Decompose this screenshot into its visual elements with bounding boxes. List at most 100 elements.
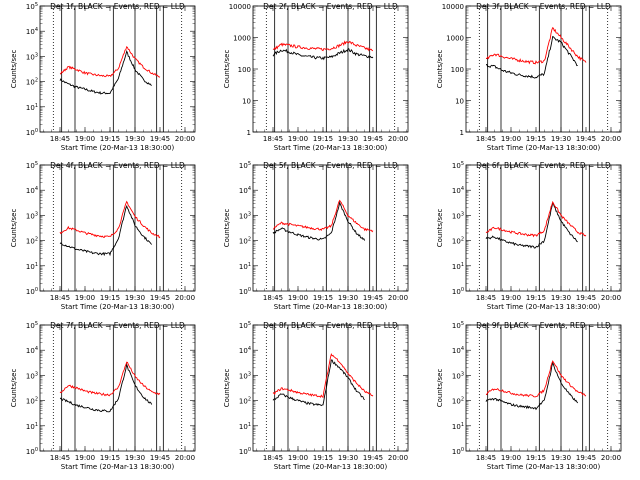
x-tick-label: 19:00 bbox=[288, 454, 308, 462]
x-tick-label: 18:45 bbox=[263, 135, 283, 143]
y-axis-label: Counts/sec bbox=[436, 50, 444, 89]
panel-title: Det 3f, BLACK = Events, RED = LLD bbox=[476, 2, 611, 11]
y-tick-label: 103 bbox=[452, 371, 464, 380]
y-tick-label: 104 bbox=[26, 346, 38, 355]
x-tick-label: 19:15 bbox=[526, 294, 546, 302]
x-tick-label: 20:00 bbox=[175, 294, 195, 302]
events-series-line bbox=[486, 35, 578, 79]
x-tick-label: 20:00 bbox=[601, 454, 621, 462]
x-tick-label: 19:30 bbox=[338, 294, 358, 302]
x-tick-label: 18:45 bbox=[50, 294, 70, 302]
y-axis-label: Counts/sec bbox=[223, 369, 231, 408]
x-tick-label: 19:45 bbox=[150, 454, 170, 462]
x-tick-label: 19:45 bbox=[363, 454, 383, 462]
y-tick-label: 100 bbox=[238, 66, 251, 74]
y-tick-label: 101 bbox=[239, 422, 251, 431]
x-tick-label: 19:15 bbox=[313, 135, 333, 143]
x-tick-label: 19:15 bbox=[526, 454, 546, 462]
events-series-line bbox=[59, 50, 152, 95]
y-tick-label: 102 bbox=[239, 237, 251, 246]
detector-panel-8: Det 8f, BLACK = Events, RED = LLD 100 101 1… bbox=[223, 321, 409, 471]
y-tick-label: 104 bbox=[26, 186, 38, 195]
x-axis-label: Start Time (20-Mar-13 18:30:00) bbox=[274, 463, 388, 471]
x-tick-label: 19:15 bbox=[100, 294, 120, 302]
y-tick-label: 100 bbox=[452, 447, 464, 456]
plot-frame bbox=[39, 164, 196, 292]
y-tick-label: 105 bbox=[452, 321, 464, 330]
y-tick-label: 100 bbox=[26, 128, 38, 137]
y-tick-label: 104 bbox=[239, 186, 251, 195]
x-tick-label: 19:00 bbox=[288, 294, 308, 302]
y-tick-label: 103 bbox=[26, 211, 38, 220]
detector-panel-7: Det 7f, BLACK = Events, RED = LLD 100 101 1… bbox=[10, 321, 196, 471]
events-series-line bbox=[59, 362, 153, 413]
x-tick-label: 20:00 bbox=[388, 454, 408, 462]
panel-title: Det 8f, BLACK = Events, RED = LLD bbox=[263, 321, 398, 330]
y-tick-label: 103 bbox=[26, 52, 38, 61]
detector-panel-4: Det 4f, BLACK = Events, RED = LLD 100 101 1… bbox=[10, 161, 196, 311]
y-tick-label: 103 bbox=[26, 371, 38, 380]
detector-panel-1: Det 1f, BLACK = Events, RED = LLD 100 101 1… bbox=[10, 2, 196, 152]
x-tick-label: 20:00 bbox=[388, 135, 408, 143]
y-tick-label: 10000 bbox=[229, 3, 251, 11]
x-tick-label: 19:15 bbox=[100, 135, 120, 143]
lld-series-line bbox=[486, 26, 587, 65]
x-tick-label: 19:15 bbox=[313, 454, 333, 462]
y-tick-label: 103 bbox=[239, 371, 251, 380]
detector-panel-2: Det 2f, BLACK = Events, RED = LLD 1 10 100 1… bbox=[223, 2, 409, 152]
y-axis-label: Counts/sec bbox=[436, 369, 444, 408]
y-tick-label: 101 bbox=[26, 262, 38, 271]
x-tick-label: 19:15 bbox=[526, 135, 546, 143]
plot-frame bbox=[252, 324, 409, 452]
detector-panel-3: Det 3f, BLACK = Events, RED = LLD 1 10 100 1… bbox=[436, 2, 622, 152]
x-axis-label: Start Time (20-Mar-13 18:30:00) bbox=[61, 463, 175, 471]
x-tick-label: 18:45 bbox=[50, 135, 70, 143]
panel-title: Det 6f, BLACK = Events, RED = LLD bbox=[476, 161, 611, 170]
lld-series-line bbox=[485, 360, 587, 398]
x-tick-label: 19:45 bbox=[363, 135, 383, 143]
plot-frame bbox=[39, 324, 196, 452]
x-tick-label: 19:30 bbox=[338, 135, 358, 143]
y-tick-label: 101 bbox=[452, 262, 464, 271]
y-tick-label: 104 bbox=[239, 346, 251, 355]
panel-title: Det 1f, BLACK = Events, RED = LLD bbox=[50, 2, 185, 11]
x-tick-label: 19:00 bbox=[501, 135, 521, 143]
detector-panel-9: Det 9f, BLACK = Events, RED = LLD 100 101 1… bbox=[436, 321, 622, 471]
y-tick-label: 105 bbox=[26, 2, 38, 11]
events-series-line bbox=[485, 202, 578, 249]
y-axis-label: Counts/sec bbox=[10, 369, 18, 408]
events-series-line bbox=[485, 361, 579, 411]
plot-frame bbox=[252, 5, 409, 133]
y-tick-label: 101 bbox=[452, 422, 464, 431]
x-tick-label: 19:30 bbox=[125, 454, 145, 462]
lld-series-line bbox=[59, 361, 161, 397]
x-axis-label: Start Time (20-Mar-13 18:30:00) bbox=[61, 303, 175, 311]
y-tick-label: 1000 bbox=[446, 35, 464, 43]
plot-frame bbox=[465, 5, 622, 133]
y-tick-label: 102 bbox=[26, 78, 38, 87]
y-axis-label: Counts/sec bbox=[223, 209, 231, 248]
events-series-line bbox=[272, 48, 374, 61]
x-tick-label: 19:30 bbox=[125, 135, 145, 143]
x-tick-label: 19:45 bbox=[576, 135, 596, 143]
y-tick-label: 100 bbox=[26, 447, 38, 456]
x-tick-label: 19:30 bbox=[551, 135, 571, 143]
lld-series-line bbox=[272, 40, 374, 52]
lld-series-line bbox=[273, 199, 374, 233]
x-tick-label: 18:45 bbox=[263, 294, 283, 302]
x-tick-label: 19:00 bbox=[501, 454, 521, 462]
panel-title: Det 4f, BLACK = Events, RED = LLD bbox=[50, 161, 185, 170]
plot-frame bbox=[39, 5, 196, 133]
events-series-line bbox=[59, 205, 153, 257]
panel-title: Det 5f, BLACK = Events, RED = LLD bbox=[263, 161, 398, 170]
x-tick-label: 20:00 bbox=[175, 135, 195, 143]
events-series-line bbox=[272, 359, 365, 407]
x-tick-label: 19:45 bbox=[150, 135, 170, 143]
y-tick-label: 10 bbox=[455, 98, 464, 106]
x-tick-label: 18:45 bbox=[476, 135, 496, 143]
lld-series-line bbox=[272, 352, 374, 399]
y-tick-label: 100 bbox=[239, 447, 251, 456]
x-tick-label: 19:30 bbox=[125, 294, 145, 302]
x-axis-label: Start Time (20-Mar-13 18:30:00) bbox=[274, 303, 388, 311]
